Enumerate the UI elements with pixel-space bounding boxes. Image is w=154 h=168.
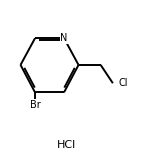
Text: HCl: HCl <box>57 140 76 150</box>
Text: Cl: Cl <box>119 78 128 88</box>
Text: Br: Br <box>30 100 40 110</box>
Text: N: N <box>60 33 68 43</box>
